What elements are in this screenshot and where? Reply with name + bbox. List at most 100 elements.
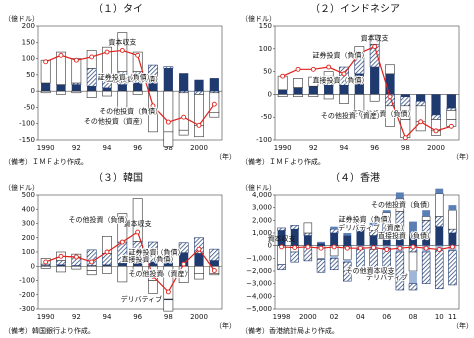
bar-segment: [303, 222, 313, 234]
y-tick-label: 150: [259, 22, 272, 30]
x-tick-label: 10: [435, 313, 444, 321]
bar-segment: [448, 250, 457, 286]
bar-segment: [117, 263, 127, 267]
line-marker: [135, 229, 141, 235]
x-tick-label: 96: [133, 313, 142, 321]
y-tick-label: 50: [26, 71, 35, 79]
bar-segment: [421, 216, 431, 221]
x-tick-label: 2000: [190, 313, 208, 321]
bar-segment: [148, 79, 158, 92]
y-tick-label: 200: [22, 234, 35, 242]
line-series: [282, 45, 452, 139]
bar-segment: [369, 94, 380, 102]
line-marker: [150, 103, 156, 109]
bar-segment: [209, 78, 219, 92]
bar-segment: [317, 258, 325, 260]
x-tick-label: 92: [72, 144, 81, 152]
bar-segment: [339, 85, 349, 95]
bar-segment: [448, 209, 457, 230]
y-tick-label: 300: [22, 220, 35, 228]
line-marker: [135, 52, 141, 58]
bar-segment: [179, 252, 189, 267]
y-tick-label: 100: [22, 55, 35, 63]
bar-segment: [209, 260, 219, 267]
bar-segment: [178, 92, 189, 131]
unit-label: （億ドル）: [4, 183, 39, 192]
bar-segment: [435, 226, 444, 246]
bar-segment: [277, 227, 286, 231]
bar-segment: [308, 76, 319, 87]
bar-segment: [163, 299, 174, 312]
bar-segment: [41, 83, 51, 92]
series-label: 証券投資（負債）: [128, 248, 184, 257]
y-tick-label: 50: [263, 68, 272, 76]
bar-segment: [343, 259, 352, 263]
bar-segment: [194, 90, 204, 95]
y-tick-label: −1,000: [246, 254, 272, 262]
y-tick-label: -150: [19, 136, 35, 144]
x-tick-label: 92: [309, 144, 318, 152]
line-marker: [43, 59, 49, 65]
bar-segment: [339, 94, 349, 104]
bar-segment: [277, 230, 286, 246]
series-label: 直接投資（負債）: [313, 76, 369, 85]
bar-segment: [293, 87, 303, 95]
series-label: 資本収支: [108, 37, 136, 46]
bar-segment: [132, 51, 143, 72]
bar-segment: [102, 87, 112, 92]
bar-segment: [356, 230, 365, 246]
bar-segment: [86, 249, 97, 266]
bar-segment: [163, 68, 173, 92]
bar-segment: [194, 253, 204, 267]
x-tick-label: 1990: [37, 144, 55, 152]
bar-segment: [41, 265, 51, 267]
x-tick-label: 2000: [299, 313, 317, 321]
y-tick-label: 500: [22, 191, 35, 199]
series-label: その他投資（負債）: [371, 200, 434, 209]
series-label: 直接投資（負債）: [122, 254, 178, 263]
bar-segment: [278, 89, 288, 95]
bar-segment: [102, 90, 112, 97]
bar-segment: [446, 110, 457, 120]
x-tick-label: 1990: [274, 144, 292, 152]
bar-segment: [133, 83, 143, 92]
bar-segment: [395, 227, 404, 246]
bar-segment: [86, 90, 97, 98]
chart-panel: （４）香港 （億ドル） （備考）香港統計局より作成。 （年） −5,000 −4,000 −…: [241, 172, 473, 335]
note: （備考）韓国銀行より作成。: [4, 326, 95, 335]
bar-segment: [421, 220, 431, 234]
bar-segment: [179, 271, 189, 273]
line-marker: [326, 64, 332, 70]
bar-segment: [408, 251, 418, 272]
bar-segment: [303, 235, 312, 246]
line-marker: [387, 94, 393, 100]
x-tick-label: 1990: [37, 313, 55, 321]
chart-panel: （１）タイ （億ドル） （備考）ＩＭＦより作成。 （年） -150 -100 -50 0 50 1…: [4, 3, 236, 166]
bar-segment: [179, 73, 189, 92]
bar-segment: [323, 94, 334, 100]
bar-segment: [71, 265, 81, 267]
series-label: 直接投資（負債）: [106, 75, 162, 84]
line-marker: [436, 247, 442, 252]
line-marker: [119, 47, 125, 53]
x-tick-label: 94: [340, 144, 349, 152]
x-tick-label: 98: [164, 313, 173, 321]
x-tick-label: 96: [370, 144, 379, 152]
line-marker: [295, 66, 301, 72]
bar-segment: [102, 264, 112, 267]
bar-segment: [117, 90, 128, 110]
bar-segment: [385, 73, 395, 95]
y-tick-label: −2,000: [246, 267, 272, 275]
series-label: デリバティブ: [121, 294, 163, 303]
series-label: その他投資（負債）: [352, 109, 415, 118]
bar-segment: [395, 192, 404, 199]
bar-segment: [277, 264, 286, 271]
bar-segment: [446, 107, 457, 111]
bar-segment: [178, 272, 189, 283]
bar-segment: [308, 86, 318, 95]
x-axis-label: （年）: [452, 152, 473, 161]
series-label: デリバティブ（資産）: [338, 223, 408, 232]
x-tick-label: 08: [409, 313, 418, 321]
line-marker: [341, 71, 347, 77]
chart-title: （４）香港: [330, 172, 380, 184]
